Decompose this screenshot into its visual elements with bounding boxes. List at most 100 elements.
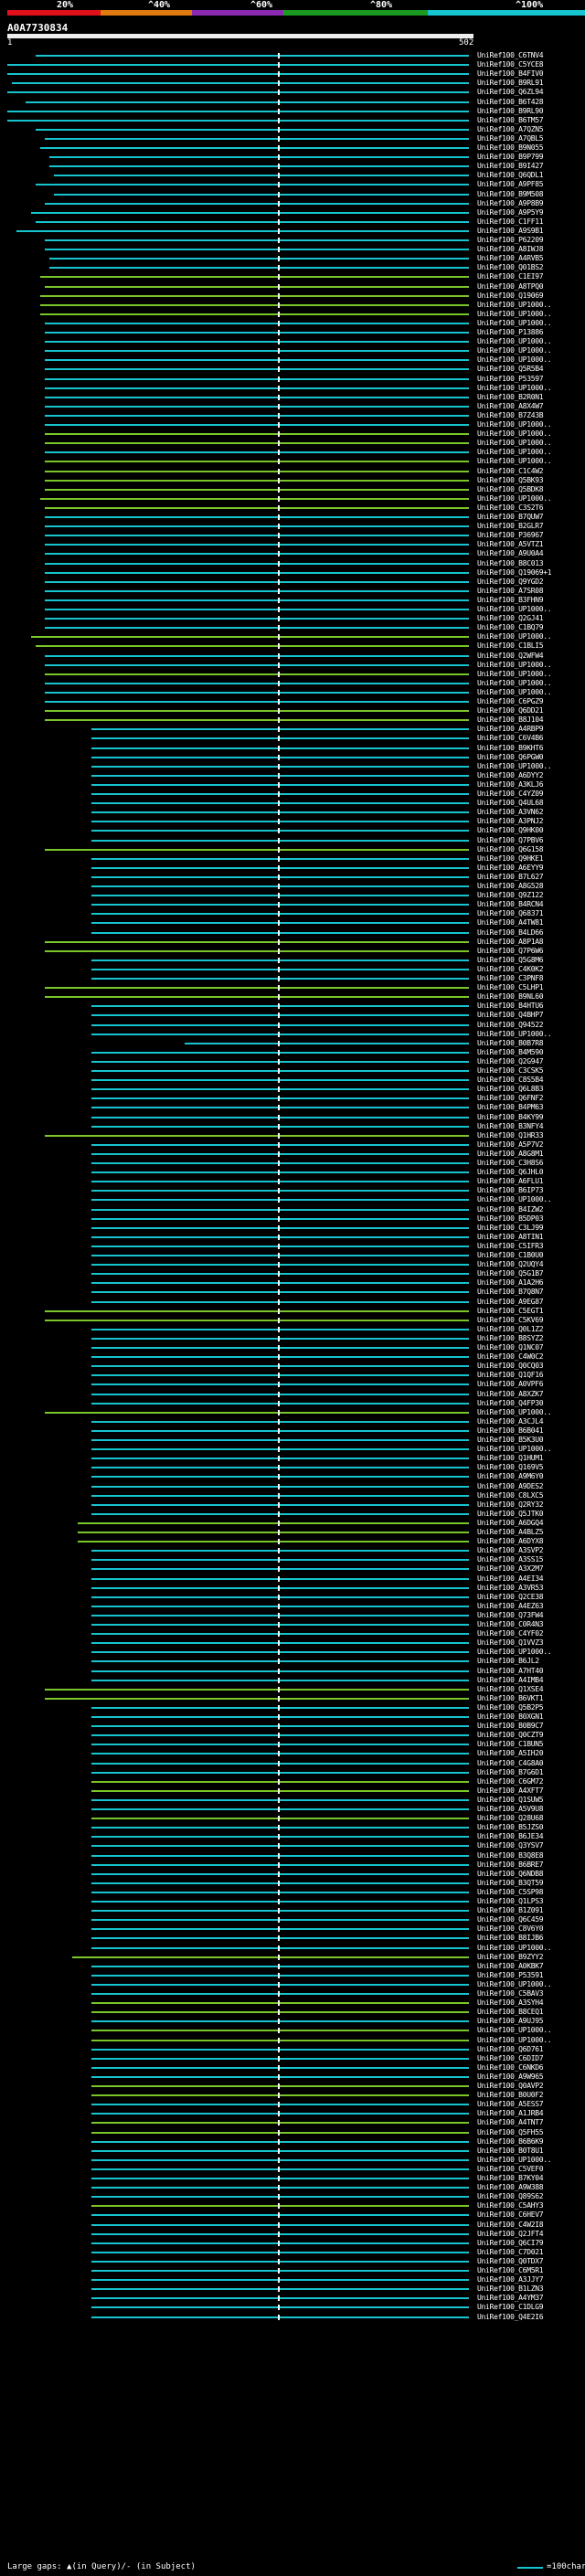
hit-label[interactable]: UniRef100_C1EI97 (477, 272, 544, 281)
hit-label[interactable]: UniRef100_P13886 (477, 328, 544, 336)
hit-label[interactable]: UniRef100_A4TW81 (477, 918, 544, 928)
hit-row[interactable]: UniRef100_B6JE34 (0, 1832, 585, 1841)
hit-label[interactable]: UniRef100_A8TPQ0 (477, 281, 544, 291)
hit-label[interactable]: UniRef100_C3S2T6 (477, 503, 544, 512)
hit-row[interactable]: UniRef100_Q1QF16 (0, 1371, 585, 1380)
hit-label[interactable]: UniRef100_A3PNJ2 (477, 817, 544, 826)
hit-label[interactable]: UniRef100_C5BAV3 (477, 1989, 544, 1998)
hit-label[interactable]: UniRef100_Q0CZT9 (477, 1731, 544, 1740)
hit-label[interactable]: UniRef100_Q6NDB8 (477, 1869, 544, 1878)
hit-row[interactable]: UniRef100_Q5JTK0 (0, 1510, 585, 1519)
hit-label[interactable]: UniRef100_Q5JTK0 (477, 1509, 544, 1518)
hit-row[interactable]: UniRef100_Q6CI79 (0, 2239, 585, 2248)
hit-label[interactable]: UniRef100_C6M5R1 (477, 2266, 544, 2274)
hit-row[interactable]: UniRef100_B4HTU6 (0, 1002, 585, 1011)
hit-label[interactable]: UniRef100_Q4UL68 (477, 799, 544, 808)
hit-row[interactable]: UniRef100_Q2G947 (0, 1057, 585, 1066)
hit-label[interactable]: UniRef100_B7L627 (477, 872, 544, 881)
hit-label[interactable]: UniRef100_Q5FH55 (477, 2127, 544, 2136)
hit-label[interactable]: UniRef100_C5AHY3 (477, 2201, 544, 2210)
hit-row[interactable]: UniRef100_Q0L1Z2 (0, 1325, 585, 1334)
hit-row[interactable]: UniRef100_Q1XSE4 (0, 1685, 585, 1694)
hit-label[interactable]: UniRef100_UP1000.. (477, 1195, 552, 1204)
hit-label[interactable]: UniRef100_A8X4W7 (477, 401, 544, 410)
hit-row[interactable]: UniRef100_Q9YGD2 (0, 578, 585, 587)
hit-row[interactable]: UniRef100_Q2JFT4 (0, 2230, 585, 2239)
hit-row[interactable]: UniRef100_B4M590 (0, 1048, 585, 1057)
hit-row[interactable]: UniRef100_A3PNJ2 (0, 817, 585, 826)
hit-row[interactable]: UniRef100_A5IH20 (0, 1749, 585, 1758)
hit-label[interactable]: UniRef100_A3CJL4 (477, 1416, 544, 1426)
hit-row[interactable]: UniRef100_Q01BS2 (0, 263, 585, 272)
hit-label[interactable]: UniRef100_Q6DD21 (477, 706, 544, 716)
hit-label[interactable]: UniRef100_UP1000.. (477, 337, 552, 346)
hit-row[interactable]: UniRef100_Q1SUW5 (0, 1796, 585, 1805)
hit-row[interactable]: UniRef100_C8S5B4 (0, 1076, 585, 1085)
hit-label[interactable]: UniRef100_B3FHN9 (477, 595, 544, 604)
hit-label[interactable]: UniRef100_B2GLR7 (477, 522, 544, 531)
hit-row[interactable]: UniRef100_Q9HKE1 (0, 854, 585, 864)
hit-label[interactable]: UniRef100_A7HT40 (477, 1666, 544, 1675)
hit-label[interactable]: UniRef100_UP1000.. (477, 2026, 552, 2035)
hit-label[interactable]: UniRef100_B8J104 (477, 716, 544, 725)
hit-label[interactable]: UniRef100_Q4E2I6 (477, 2312, 544, 2321)
hit-label[interactable]: UniRef100_A3VR53 (477, 1583, 544, 1592)
hit-row[interactable]: UniRef100_B0T8U1 (0, 2147, 585, 2156)
hit-label[interactable]: UniRef100_C4K0K2 (477, 964, 544, 973)
hit-row[interactable]: UniRef100_Q5FH55 (0, 2128, 585, 2137)
hit-label[interactable]: UniRef100_A4BLZ5 (477, 1528, 544, 1536)
hit-label[interactable]: UniRef100_C4YF02 (477, 1629, 544, 1638)
hit-label[interactable]: UniRef100_Q3YSV7 (477, 1841, 544, 1850)
hit-label[interactable]: UniRef100_C1FF11 (477, 217, 544, 226)
hit-label[interactable]: UniRef100_Q2GJ41 (477, 614, 544, 623)
hit-row[interactable]: UniRef100_A9W388 (0, 2183, 585, 2192)
hit-label[interactable]: UniRef100_P36967 (477, 531, 544, 540)
hit-label[interactable]: UniRef100_C4W0C2 (477, 1352, 544, 1362)
hit-label[interactable]: UniRef100_UP1000.. (477, 761, 552, 770)
hit-row[interactable]: UniRef100_A4EI34 (0, 1574, 585, 1584)
hit-label[interactable]: UniRef100_A4XFT7 (477, 1786, 544, 1795)
hit-row[interactable]: UniRef100_A6FLU1 (0, 1177, 585, 1186)
hit-label[interactable]: UniRef100_B8CEQ1 (477, 2008, 544, 2017)
hit-label[interactable]: UniRef100_Q5G8M6 (477, 955, 544, 964)
hit-row[interactable]: UniRef100_B0B7R8 (0, 1039, 585, 1048)
hit-row[interactable]: UniRef100_C5LHP1 (0, 983, 585, 992)
hit-row[interactable]: UniRef100_A8XZK7 (0, 1390, 585, 1399)
hit-label[interactable]: UniRef100_Q6QDL1 (477, 171, 544, 180)
hit-label[interactable]: UniRef100_A4IMB4 (477, 1675, 544, 1684)
hit-row[interactable]: UniRef100_C1BUN5 (0, 1740, 585, 1749)
hit-row[interactable]: UniRef100_A3JJY7 (0, 2275, 585, 2284)
hit-label[interactable]: UniRef100_Q6FNF2 (477, 1094, 544, 1103)
hit-label[interactable]: UniRef100_Q5G1B7 (477, 1269, 544, 1278)
hit-row[interactable]: UniRef100_A6DGQ4 (0, 1519, 585, 1528)
hit-row[interactable]: UniRef100_A5VTZ1 (0, 540, 585, 549)
hit-row[interactable]: UniRef100_Q6D761 (0, 2045, 585, 2054)
hit-label[interactable]: UniRef100_C8LXC5 (477, 1490, 544, 1500)
hit-label[interactable]: UniRef100_B4KY99 (477, 1112, 544, 1121)
hit-row[interactable]: UniRef100_A8IWJ8 (0, 245, 585, 254)
hit-row[interactable]: UniRef100_Q6NDB8 (0, 1870, 585, 1879)
hit-row[interactable]: UniRef100_B4RCN4 (0, 900, 585, 909)
hit-row[interactable]: UniRef100_Q4BHP7 (0, 1011, 585, 1020)
hit-label[interactable]: UniRef100_Q68371 (477, 909, 544, 918)
hit-label[interactable]: UniRef100_Q94522 (477, 1020, 544, 1029)
hit-label[interactable]: UniRef100_C6PGZ9 (477, 697, 544, 705)
hit-row[interactable]: UniRef100_C5YCE8 (0, 60, 585, 69)
hit-row[interactable]: UniRef100_Q5R5B4 (0, 365, 585, 374)
hit-label[interactable]: UniRef100_B9I427 (477, 162, 544, 171)
hit-label[interactable]: UniRef100_Q1HR33 (477, 1130, 544, 1140)
hit-label[interactable]: UniRef100_C1BLI5 (477, 641, 544, 651)
hit-row[interactable]: UniRef100_Q94522 (0, 1021, 585, 1030)
hit-row[interactable]: UniRef100_Q9HK00 (0, 826, 585, 835)
hit-row[interactable]: UniRef100_B7Z43B (0, 411, 585, 420)
hit-label[interactable]: UniRef100_Q1HUM1 (477, 1454, 544, 1463)
hit-label[interactable]: UniRef100_A6DGQ4 (477, 1518, 544, 1527)
hit-label[interactable]: UniRef100_C1BUN5 (477, 1740, 544, 1749)
hit-row[interactable]: UniRef100_B4KY99 (0, 1113, 585, 1122)
hit-label[interactable]: UniRef100_Q1QF16 (477, 1371, 544, 1380)
hit-label[interactable]: UniRef100_B0T8U1 (477, 2146, 544, 2155)
hit-label[interactable]: UniRef100_Q89S62 (477, 2192, 544, 2201)
hit-row[interactable]: UniRef100_C1B0U0 (0, 1251, 585, 1260)
hit-label[interactable]: UniRef100_A6FLU1 (477, 1177, 544, 1186)
hit-label[interactable]: UniRef100_Q01BS2 (477, 263, 544, 272)
